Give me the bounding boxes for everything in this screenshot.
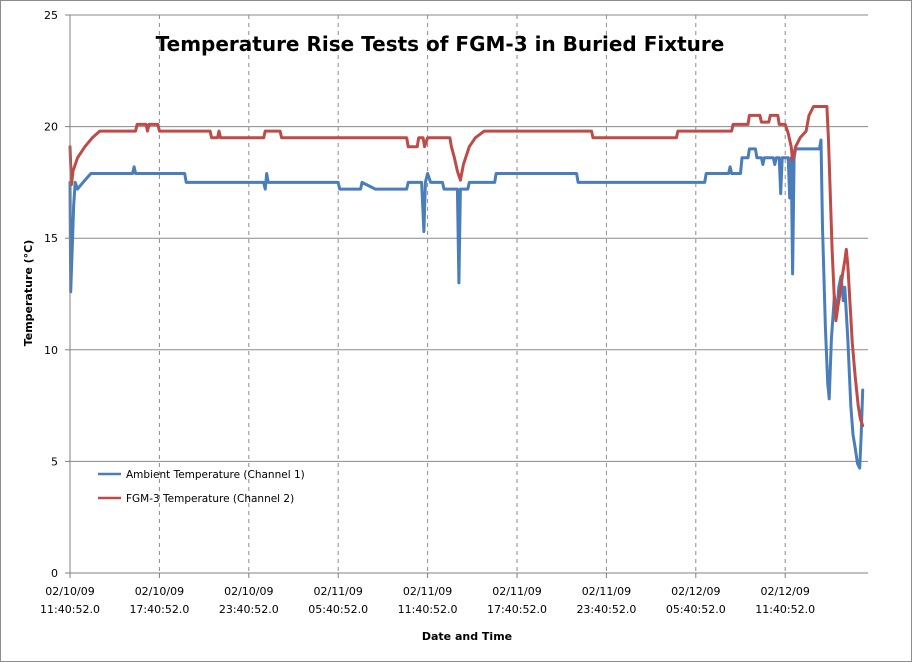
x-tick-time: 17:40:52.0 bbox=[487, 603, 547, 616]
series-line-ambient bbox=[68, 138, 865, 470]
chart-title: Temperature Rise Tests of FGM-3 in Burie… bbox=[156, 32, 725, 56]
x-tick-time: 11:40:52.0 bbox=[40, 603, 100, 616]
x-tick-time: 23:40:52.0 bbox=[576, 603, 636, 616]
x-tick-time: 05:40:52.0 bbox=[308, 603, 368, 616]
legend: Ambient Temperature (Channel 1) FGM-3 Te… bbox=[98, 469, 305, 505]
y-tick-label: 5 bbox=[51, 455, 58, 468]
x-tick-date: 02/11/09 bbox=[313, 585, 362, 598]
y-axis-title: Temperature (°C) bbox=[22, 240, 35, 347]
y-tick-label: 0 bbox=[51, 567, 58, 580]
gridlines bbox=[70, 14, 868, 573]
x-tick-date: 02/10/09 bbox=[135, 585, 184, 598]
series-line-fgm3 bbox=[68, 105, 865, 428]
x-tick-date: 02/10/09 bbox=[224, 585, 273, 598]
x-tick-time: 23:40:52.0 bbox=[219, 603, 279, 616]
x-tick-date: 02/10/09 bbox=[45, 585, 94, 598]
x-tick-date: 02/11/09 bbox=[492, 585, 541, 598]
y-tick-labels: 0 5 10 15 20 25 bbox=[44, 9, 58, 580]
x-tick-date: 02/12/09 bbox=[671, 585, 720, 598]
x-tick-date: 02/11/09 bbox=[582, 585, 631, 598]
series-layer bbox=[68, 105, 865, 470]
legend-label-fgm3: FGM-3 Temperature (Channel 2) bbox=[126, 493, 294, 505]
x-tick-date: 02/11/09 bbox=[403, 585, 452, 598]
legend-label-ambient: Ambient Temperature (Channel 1) bbox=[126, 469, 305, 481]
x-tick-time: 11:40:52.0 bbox=[755, 603, 815, 616]
x-tick-time: 11:40:52.0 bbox=[398, 603, 458, 616]
x-tick-date: 02/12/09 bbox=[760, 585, 809, 598]
x-tick-time: 05:40:52.0 bbox=[666, 603, 726, 616]
y-tick-label: 20 bbox=[44, 121, 58, 134]
axes bbox=[65, 14, 868, 578]
x-tick-time: 17:40:52.0 bbox=[129, 603, 189, 616]
x-tick-labels: 02/10/09 11:40:52.0 02/10/09 17:40:52.0 02/1… bbox=[40, 585, 815, 616]
x-axis-title: Date and Time bbox=[422, 630, 512, 643]
y-tick-label: 10 bbox=[44, 344, 58, 357]
y-tick-label: 15 bbox=[44, 232, 58, 245]
y-tick-label: 25 bbox=[44, 9, 58, 22]
